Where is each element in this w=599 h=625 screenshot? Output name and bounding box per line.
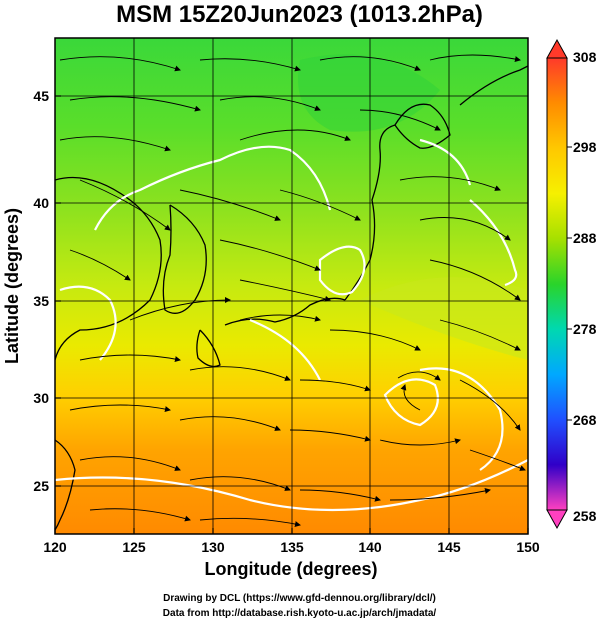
y-tick-label: 35 [33,293,49,309]
credits: Drawing by DCL (https://www.gfd-dennou.o… [0,591,599,621]
x-tick-label: 130 [201,539,225,555]
colorbar-label: 258 [573,508,597,524]
colorbar-label: 308 [573,49,597,65]
colorbar-label: 298 [573,139,597,155]
x-tick-label: 120 [43,539,67,555]
y-tick-label: 40 [33,195,49,211]
warm-patch-east [360,277,528,360]
colorbar-top-arrow [546,38,568,59]
y-tick-label: 45 [33,88,49,104]
x-axis-label: Longitude (degrees) [204,559,377,579]
isotherm-contours [55,138,528,512]
colorbar: 308 298 288 278 268 258 [546,38,597,530]
colorbar-bottom-arrow [546,509,568,530]
x-tick-label: 150 [516,539,540,555]
x-axis: 120 125 130 135 140 145 150 Longitude (d… [43,528,540,579]
colorbar-label: 268 [573,412,597,428]
colorbar-label: 278 [573,321,597,337]
x-tick-label: 135 [280,539,304,555]
x-tick-label: 145 [437,539,461,555]
map-title: MSM 15Z20Jun2023 (1013.2hPa) [116,1,483,28]
credit-drawing: Drawing by DCL (https://www.gfd-dennou.o… [163,593,436,604]
colorbar-label: 288 [573,230,597,246]
y-tick-label: 30 [33,390,49,406]
y-axis: 45 40 35 30 25 Latitude (degrees) [2,88,61,494]
graticule [55,38,528,534]
colorbar-gradient [546,57,568,511]
x-tick-label: 140 [358,539,382,555]
coastlines [55,65,528,531]
credit-data: Data from http://database.rish.kyoto-u.a… [162,608,437,619]
y-axis-label: Latitude (degrees) [2,208,22,364]
y-tick-label: 25 [33,478,49,494]
x-tick-label: 125 [122,539,146,555]
wind-streamlines [59,54,526,527]
